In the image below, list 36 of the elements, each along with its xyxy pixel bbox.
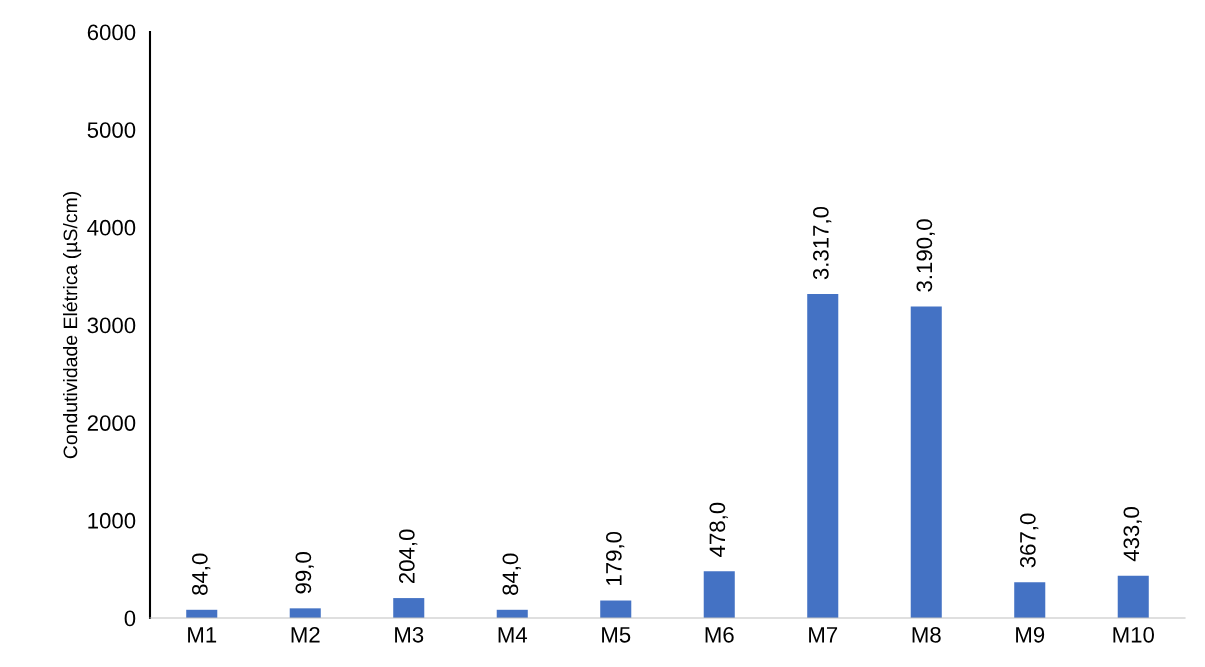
y-tick-label: 0 (124, 610, 136, 627)
data-label: 3.317,0 (812, 206, 832, 280)
x-tick-label: M2 (291, 626, 320, 643)
bar (807, 294, 839, 618)
x-tick-label: M4 (498, 627, 528, 643)
y-tick-label: 3000 (87, 317, 136, 334)
y-tick-label: 2000 (87, 415, 136, 431)
data-label: 433,0 (1123, 507, 1142, 562)
x-tick-label: M1 (188, 627, 217, 643)
data-label: 179,0 (605, 531, 625, 585)
y-tick-label: 4000 (87, 219, 136, 236)
x-tick-label: M3 (395, 626, 424, 643)
bar (1117, 575, 1149, 618)
data-label: 84,0 (191, 553, 211, 595)
data-label: 3.190,0 (916, 219, 935, 292)
x-tick-label: M8 (912, 626, 941, 643)
x-tick-label: M6 (705, 626, 734, 643)
x-tick-label: M10 (1113, 626, 1154, 643)
bar (289, 608, 321, 618)
bar (393, 598, 425, 618)
bar (703, 571, 735, 618)
data-label: 84,0 (502, 553, 521, 595)
data-label: 204,0 (398, 529, 418, 584)
y-axis-title: Condutividade Elétrica (µS/cm) (62, 192, 82, 459)
x-tick-label: M9 (1016, 626, 1045, 643)
data-label: 478,0 (709, 502, 728, 557)
data-label: 367,0 (1019, 513, 1039, 568)
x-tick-label: M5 (602, 627, 631, 643)
bar (910, 306, 942, 618)
y-tick-label: 6000 (87, 24, 136, 41)
y-tick-label: 1000 (88, 512, 136, 529)
bar (1014, 582, 1046, 618)
data-label: 99,0 (295, 552, 314, 594)
x-tick-label: M7 (809, 627, 838, 643)
bar (600, 600, 632, 618)
y-tick-label: 5000 (87, 122, 136, 138)
